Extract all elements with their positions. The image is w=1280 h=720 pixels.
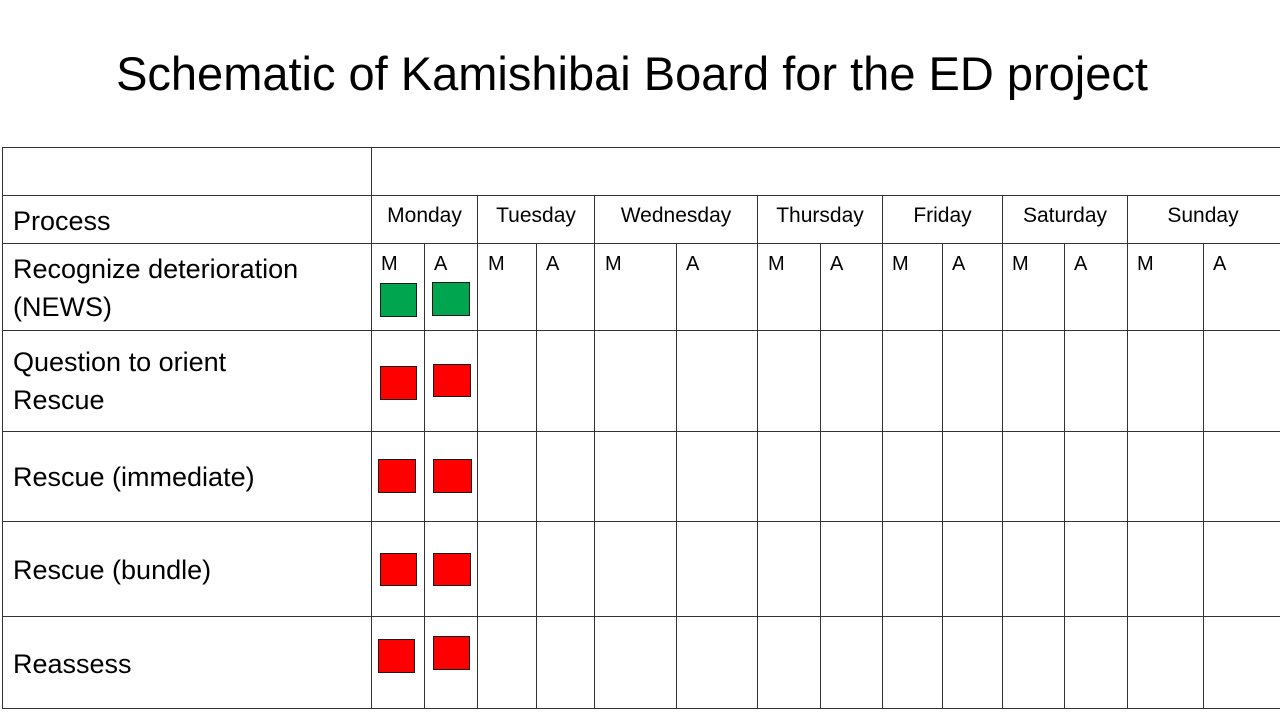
grid-line [536,243,537,709]
status-card [433,553,471,586]
status-card [380,366,417,400]
status-card [380,283,417,317]
grid-line [2,521,1280,522]
day-header-saturday: Saturday [1022,204,1108,227]
day-header-friday: Friday [913,204,972,227]
status-card [433,459,472,493]
process-label: Recognize deterioration (NEWS) [13,254,299,322]
shift-label-morning: M [892,253,909,275]
grid-line [2,195,1280,196]
grid-line [2,243,1280,244]
grid-line [594,195,595,709]
grid-line [757,195,758,709]
process-label: Rescue (bundle) [13,555,212,585]
grid-line [1064,243,1065,709]
grid-line [1002,195,1003,709]
status-card [432,282,470,316]
process-label: Rescue (immediate) [13,462,255,492]
shift-label-afternoon: A [1074,253,1088,275]
grid-line [820,243,821,709]
process-label: Question to orient Rescue [13,347,227,415]
grid-line [942,243,943,709]
day-header-monday: Monday [387,204,462,227]
grid-line [2,431,1280,432]
shift-label-morning: M [488,253,505,275]
grid-line [2,708,1280,709]
shift-label-morning: M [381,253,398,275]
status-card [378,639,415,673]
process-label: Reassess [13,649,132,679]
shift-label-afternoon: A [1213,253,1227,275]
shift-label-afternoon: A [686,253,700,275]
shift-label-morning: M [1012,253,1029,275]
shift-label-morning: M [605,253,622,275]
grid-line [1127,195,1128,709]
grid-line [2,147,3,709]
grid-line [477,195,478,709]
day-header-thursday: Thursday [776,204,864,227]
grid-line [371,147,372,709]
page-title: Schematic of Kamishibai Board for the ED… [116,47,1148,100]
grid-line [2,616,1280,617]
day-header-wednesday: Wednesday [620,204,732,227]
shift-label-afternoon: A [434,253,448,275]
shift-label-morning: M [768,253,785,275]
shift-label-morning: M [1137,253,1154,275]
grid-line [1203,243,1204,709]
day-header-sunday: Sunday [1167,204,1239,227]
shift-label-afternoon: A [952,253,966,275]
grid-line [676,243,677,709]
status-card [380,553,417,586]
shift-label-afternoon: A [830,253,844,275]
process-header: Process [13,206,111,236]
grid-line [424,243,425,709]
day-header-tuesday: Tuesday [496,204,576,227]
grid-line [2,330,1280,331]
grid-line [2,147,1280,148]
status-card [433,364,471,397]
shift-label-afternoon: A [546,253,560,275]
grid-line [882,195,883,709]
status-card [378,459,416,493]
status-card [433,636,470,670]
